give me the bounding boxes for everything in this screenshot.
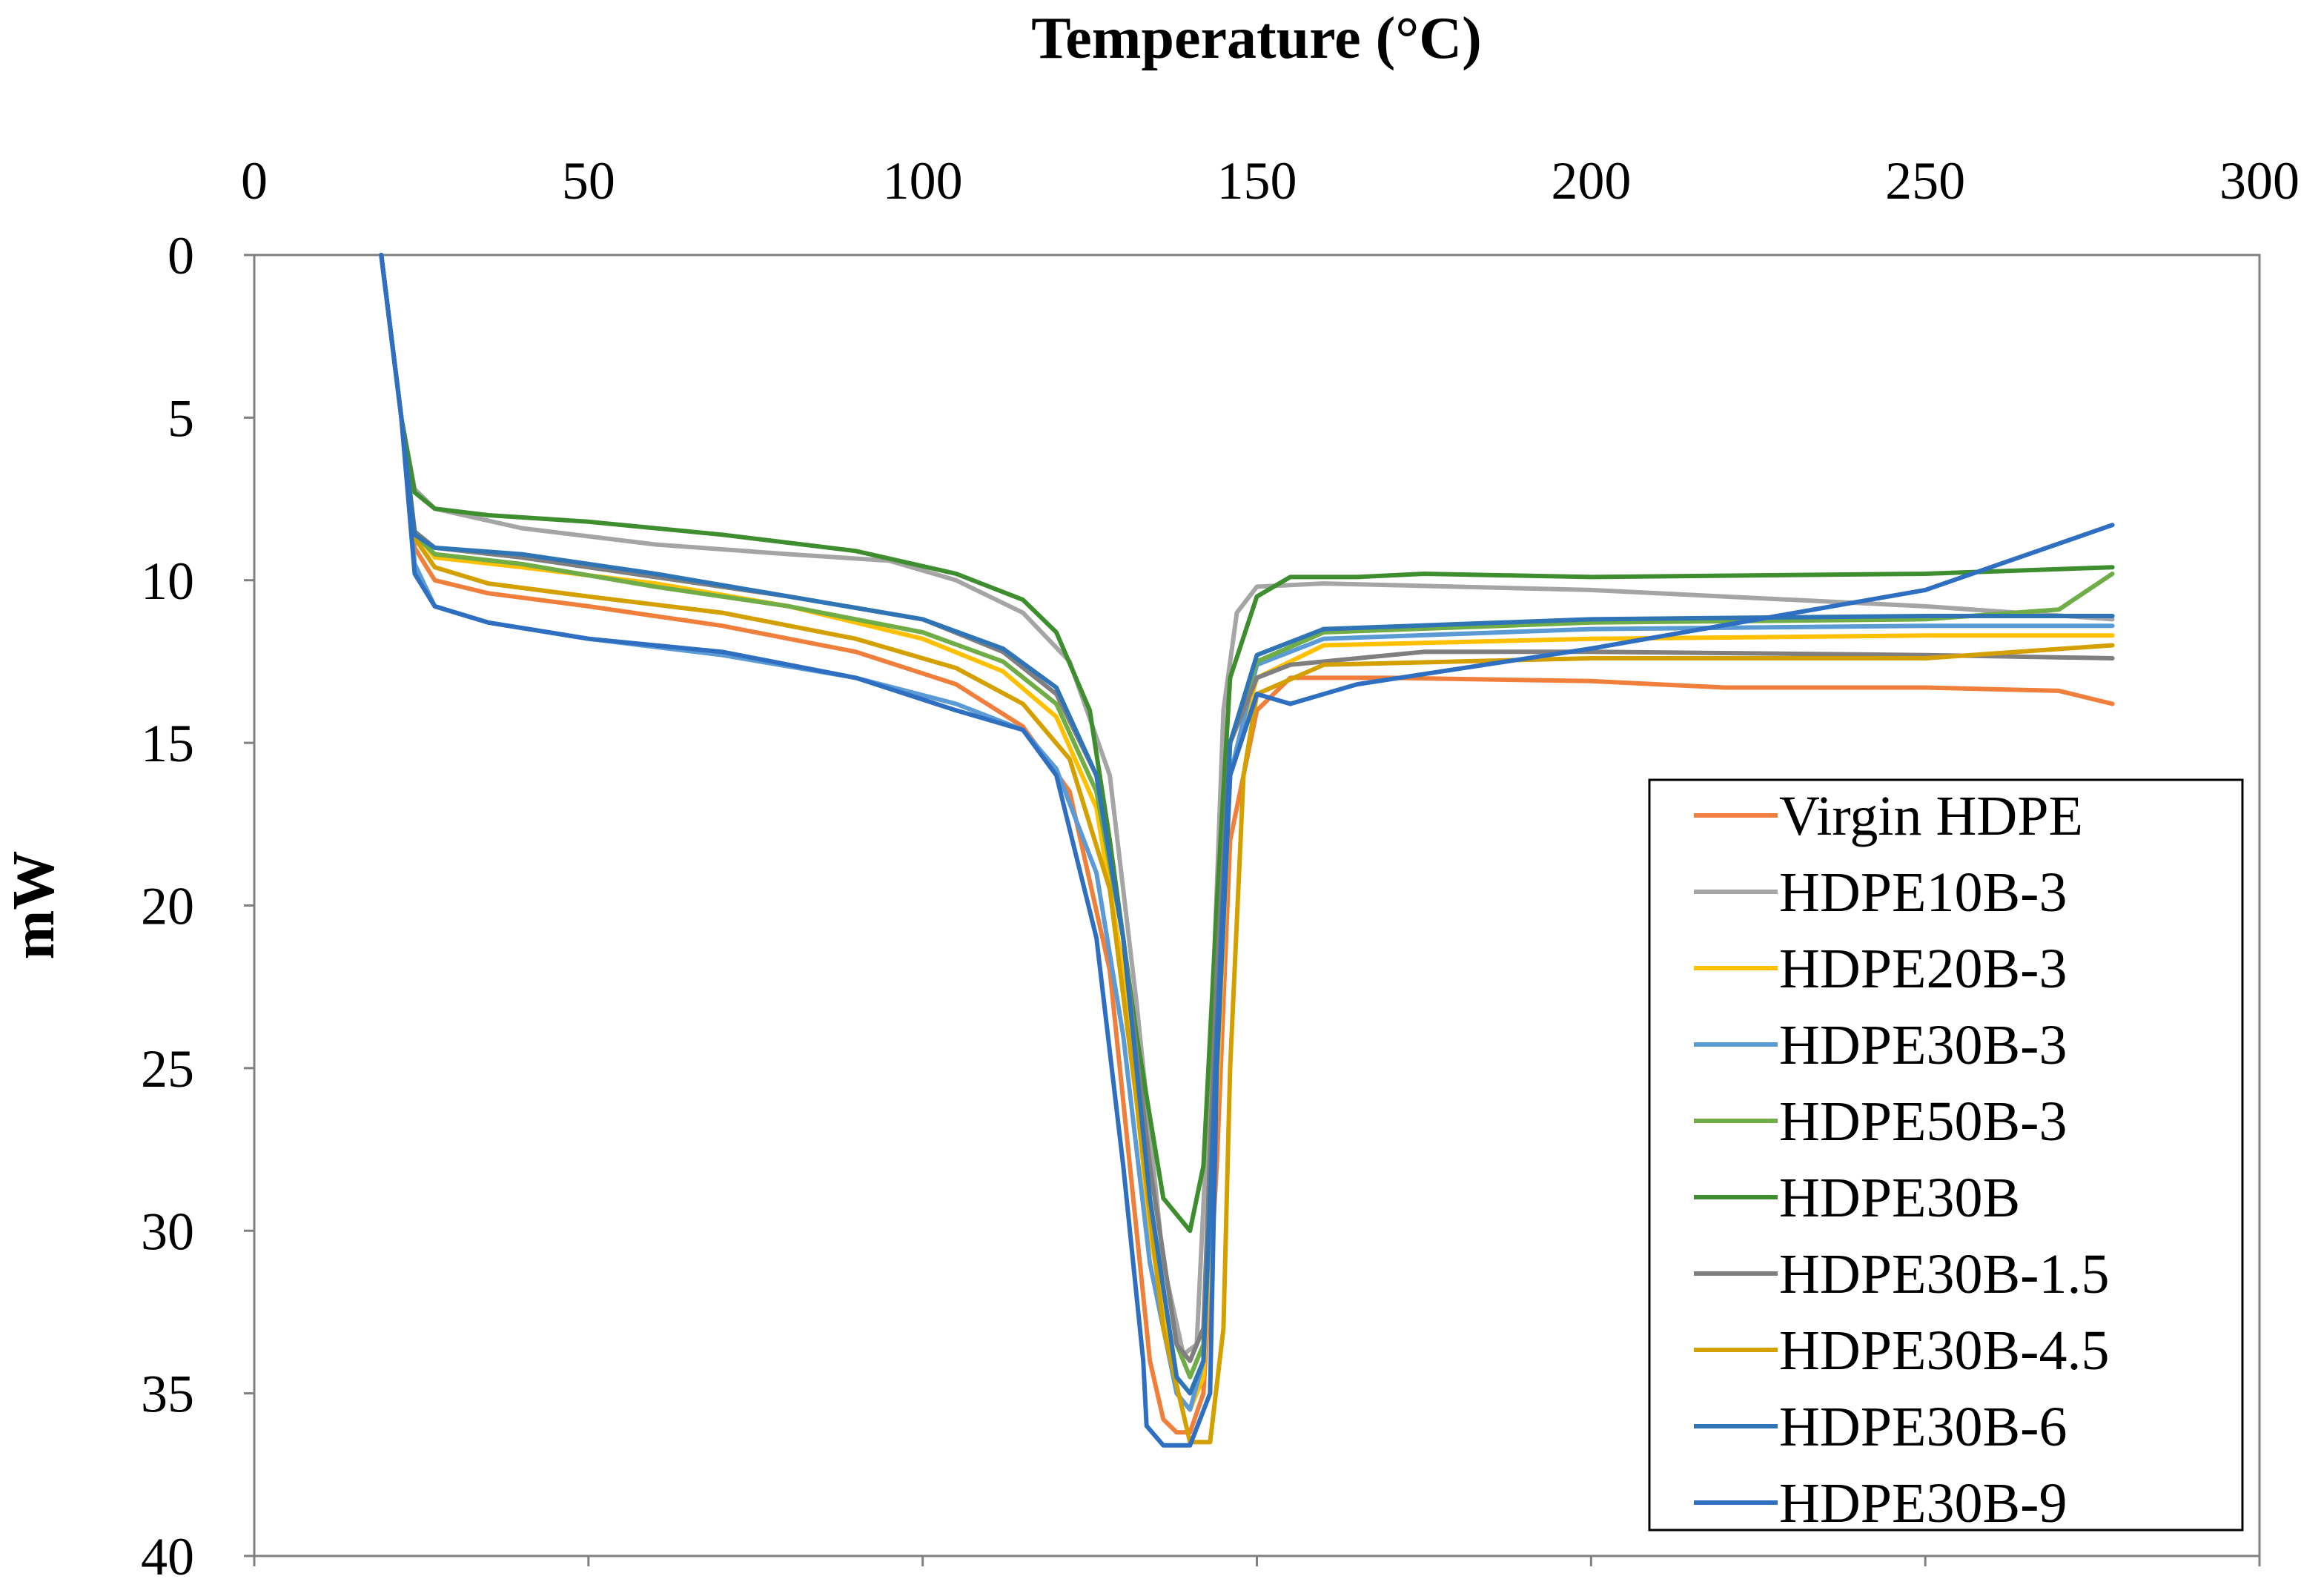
series-line-hdpe30b-4-5 bbox=[379, 253, 2115, 1445]
y-tick-label: 0 bbox=[168, 226, 194, 285]
legend-label: HDPE20B-3 bbox=[1779, 938, 2067, 1000]
y-tick-label: 10 bbox=[141, 552, 194, 611]
y-tick-label: 20 bbox=[141, 877, 194, 936]
y-tick-label: 25 bbox=[141, 1039, 194, 1099]
series-line-virgin-hdpe bbox=[379, 253, 2115, 1435]
legend-label: Virgin HDPE bbox=[1779, 785, 2083, 847]
series-lines bbox=[379, 253, 2115, 1448]
legend-label: HDPE30B-4.5 bbox=[1779, 1319, 2109, 1382]
legend-label: HDPE30B bbox=[1779, 1167, 2020, 1229]
x-tick-label: 50 bbox=[562, 151, 615, 211]
legend-label: HDPE30B-1.5 bbox=[1779, 1243, 2109, 1305]
x-tick-label: 100 bbox=[883, 151, 963, 211]
legend-label: HDPE30B-3 bbox=[1779, 1014, 2067, 1076]
legend-label: HDPE30B-9 bbox=[1779, 1472, 2067, 1534]
legend: Virgin HDPE HDPE10B-3 HDPE20B-3 HDPE30B-3 HD… bbox=[1648, 778, 2244, 1534]
series-line-hdpe30b-6 bbox=[379, 253, 2115, 1396]
y-tick-label: 5 bbox=[168, 388, 194, 448]
series-line-hdpe30b-9 bbox=[379, 253, 2115, 1448]
x-axis-title: Temperature (°C) bbox=[1031, 6, 1481, 71]
y-tick-label: 40 bbox=[141, 1527, 194, 1586]
x-tick-label: 200 bbox=[1551, 151, 1631, 211]
legend-box bbox=[1648, 778, 2244, 1532]
x-tick-label: 300 bbox=[2219, 151, 2300, 211]
y-tick-label: 15 bbox=[141, 714, 194, 773]
legend-label: HDPE10B-3 bbox=[1779, 861, 2067, 924]
x-tick-label: 250 bbox=[1885, 151, 1965, 211]
y-axis-title: mW bbox=[1, 851, 67, 960]
legend-label: HDPE50B-3 bbox=[1779, 1090, 2067, 1153]
x-tick-label: 150 bbox=[1217, 151, 1297, 211]
legend-label: HDPE30B-6 bbox=[1779, 1396, 2067, 1458]
y-axis-ticks: 0 5 10 15 20 25 30 35 40 bbox=[141, 226, 254, 1586]
x-tick-label: 0 bbox=[241, 151, 268, 211]
y-tick-label: 35 bbox=[141, 1365, 194, 1424]
series-line-hdpe10b-3 bbox=[379, 253, 2115, 1357]
x-axis-ticks: 0 50 100 150 200 250 300 bbox=[241, 151, 2300, 1566]
y-tick-label: 30 bbox=[141, 1202, 194, 1261]
